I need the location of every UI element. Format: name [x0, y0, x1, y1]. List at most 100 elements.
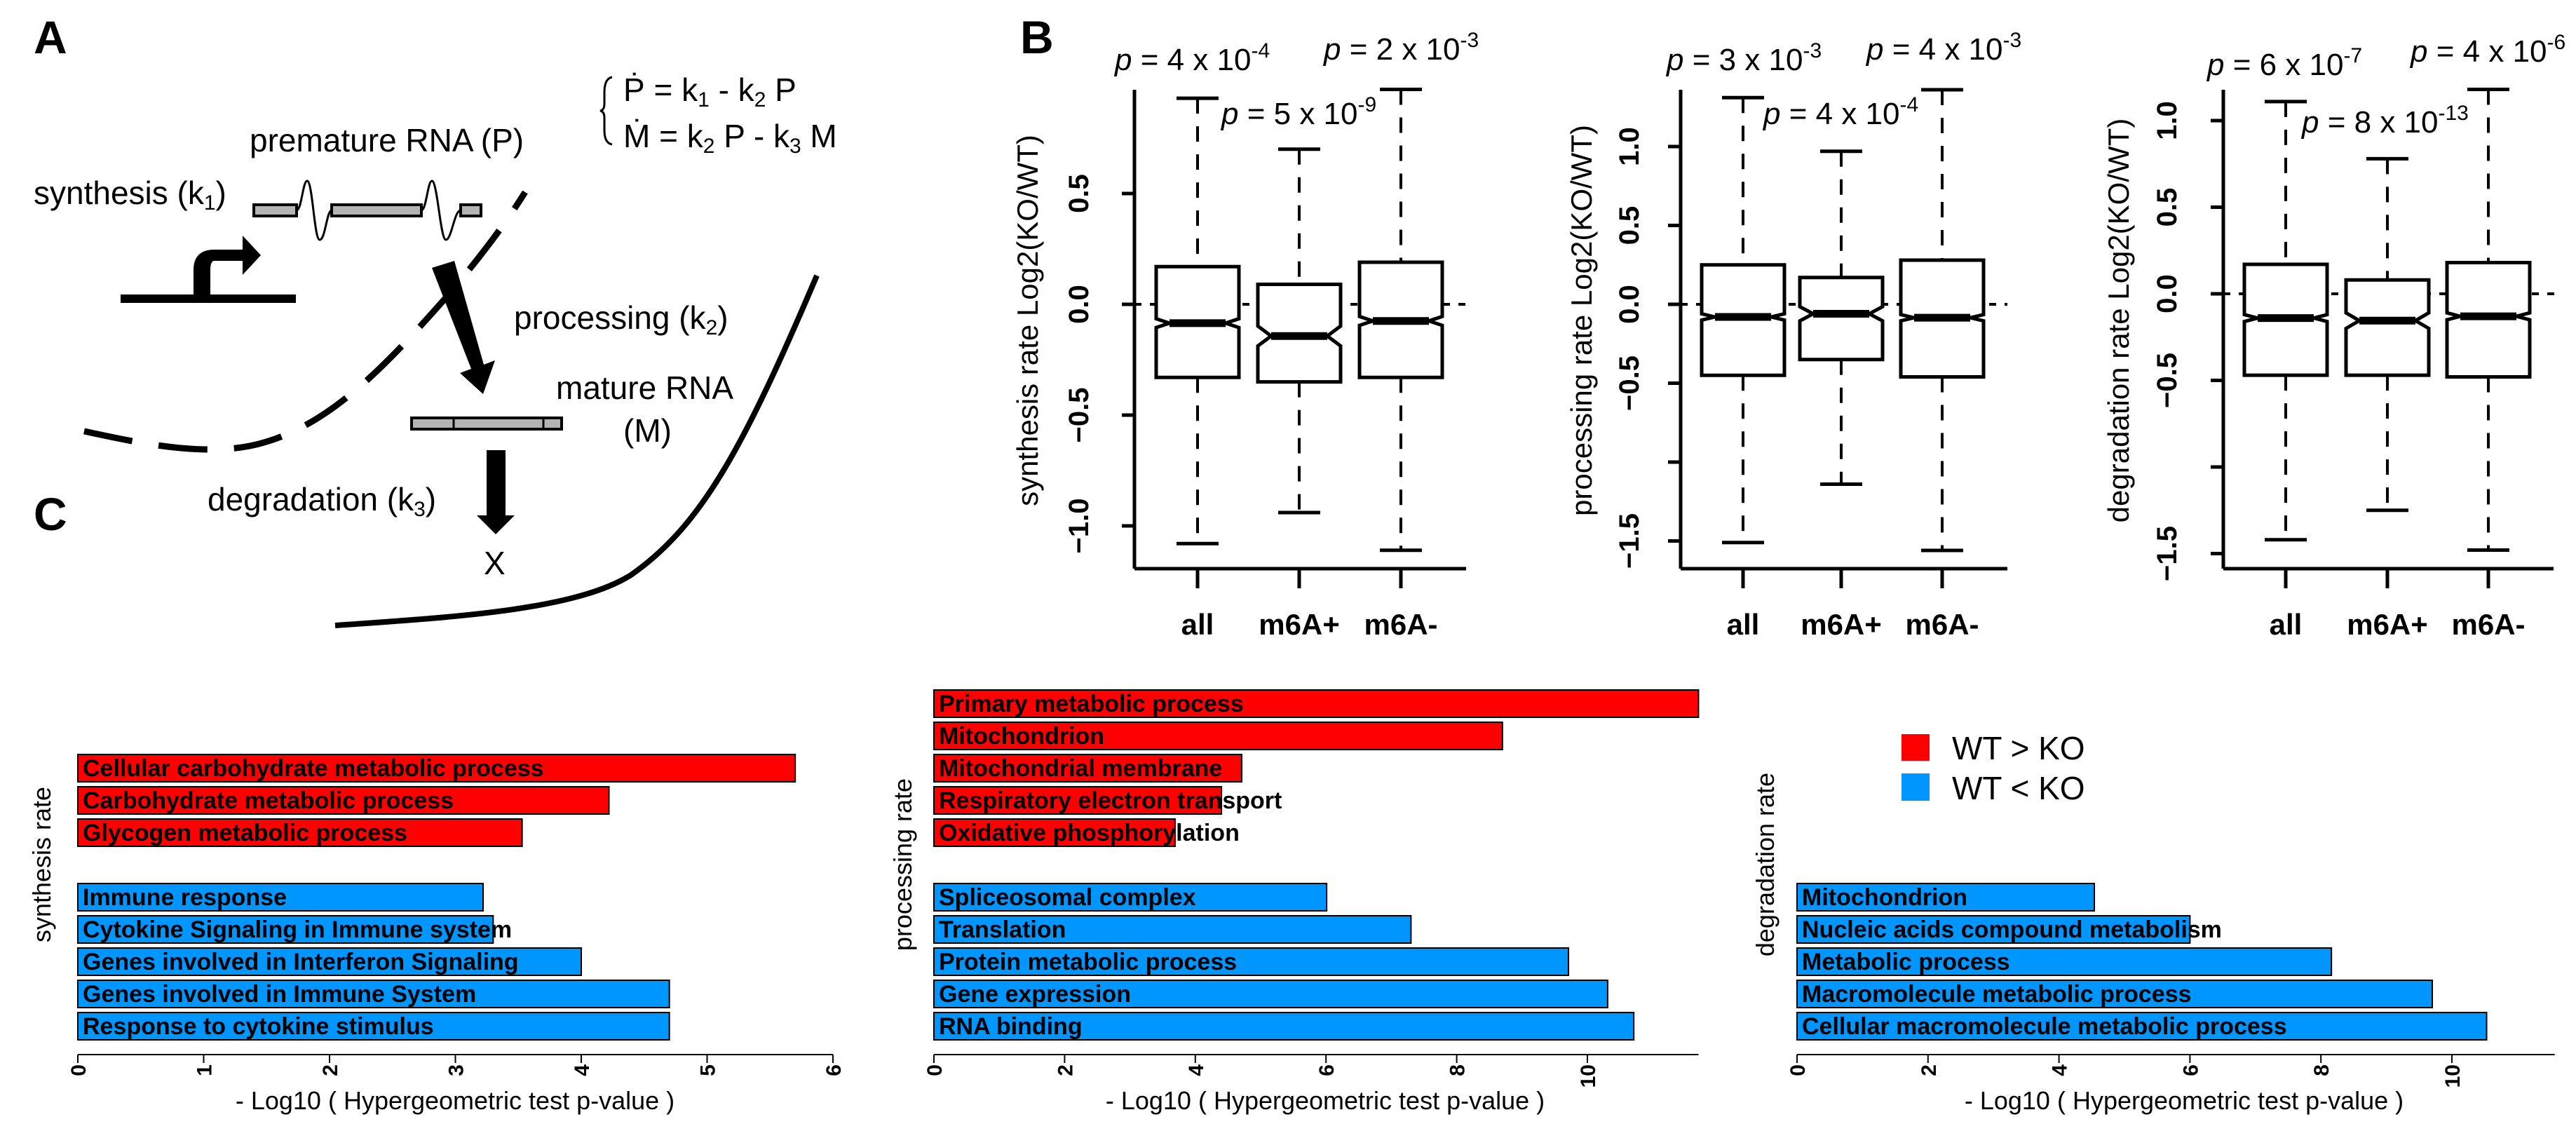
- x-tick-label: 4: [571, 1064, 594, 1076]
- p-symbol: p: [1665, 43, 1683, 77]
- bar-chart-degradation: Mitochondrion Nucleic acids compound meta…: [1751, 773, 2555, 1115]
- boxplot-degradation: −1.5 −0.5 0.0 0.5 1.0 degradation rate Log2(K…: [2102, 31, 2565, 641]
- bar-label: Genes involved in Interferon Signaling: [83, 949, 519, 975]
- p-symbol: p: [1113, 43, 1132, 77]
- bar-label: Nucleic acids compound metabolism: [1802, 916, 2222, 943]
- synthesis-label-text: synthesis (k: [34, 175, 205, 211]
- bar-down: [933, 915, 1412, 944]
- notched-box: [2344, 278, 2431, 377]
- bar-label: Metabolic process: [1802, 949, 2010, 975]
- y-tick-label: 1.0: [2152, 101, 2183, 140]
- y-tick-label: 1.0: [1614, 127, 1645, 166]
- bar-up: [77, 754, 796, 783]
- bar-up: [77, 818, 523, 847]
- x-tick-label: 0: [923, 1064, 947, 1076]
- p-value-label: p = 4 x 10-4: [1113, 39, 1270, 77]
- bar-down: [77, 947, 582, 976]
- category-label: m6A+: [1801, 608, 1882, 641]
- bar-down: [1796, 1012, 2488, 1041]
- box-m6A+: [1798, 149, 1885, 486]
- bar-down: [77, 915, 494, 944]
- bar-down: [933, 883, 1328, 912]
- x-tick-label: 0: [1787, 1064, 1810, 1076]
- bar-up: [933, 786, 1223, 815]
- y-axis-label: processing rate: [888, 778, 917, 951]
- p-symbol: p: [1322, 32, 1341, 67]
- degraded-x-mark: X: [484, 545, 506, 581]
- y-axis-label: degradation rate: [1751, 773, 1780, 956]
- degradation-label: degradation (k3): [208, 481, 436, 521]
- y-axis-label: synthesis rate Log2(KO/WT): [1011, 135, 1044, 506]
- box-m6A+: [1256, 147, 1343, 515]
- equation-premature: Ṗ = k1 - k2 P: [623, 72, 796, 111]
- processing-arrow-icon: [432, 261, 495, 394]
- legend-label-up: WT > KO: [1952, 730, 2085, 766]
- synthesis-label: synthesis (k1): [34, 175, 226, 215]
- x-tick-label: 5: [697, 1064, 720, 1076]
- panel-label-b: B: [1020, 11, 1054, 63]
- equation-mature: Ṁ = k2 P - k3 M: [623, 118, 837, 158]
- equation-part: P: [766, 72, 796, 108]
- x-tick-label: 3: [445, 1064, 468, 1076]
- equation-brace: [599, 76, 613, 146]
- bar-label: Primary metabolic process: [939, 691, 1244, 717]
- bar-chart-processing: Primary metabolic process Mitochondrion Mi…: [888, 689, 1700, 1115]
- equation-part: Ṗ = k: [623, 72, 698, 108]
- category-label: m6A+: [1259, 608, 1340, 641]
- y-tick-label: −1.5: [2152, 526, 2183, 581]
- p-value-label: p = 5 x 10-9: [1220, 93, 1376, 131]
- p-exponent: -4: [1252, 39, 1270, 62]
- bar-down: [1796, 883, 2096, 912]
- p-mantissa: = 6 x 10: [2224, 48, 2343, 82]
- p-mantissa: = 4 x 10: [1780, 97, 1899, 131]
- notched-box: [1798, 276, 1885, 362]
- p-value-label: p = 2 x 10-3: [1322, 29, 1479, 67]
- promoter-arrow-icon: [121, 236, 296, 303]
- y-tick-label: 0.0: [2152, 274, 2183, 313]
- p-value-label: p = 4 x 10-6: [2409, 31, 2565, 69]
- p-exponent: -6: [2547, 31, 2566, 54]
- p-symbol: p: [1865, 32, 1883, 67]
- p-mantissa: = 4 x 10: [1883, 32, 2002, 67]
- box-m6A-: [1357, 87, 1444, 553]
- bar-label: Mitochondrial membrane: [939, 755, 1222, 782]
- bar-down: [77, 1012, 670, 1041]
- x-tick-label: 6: [822, 1064, 846, 1076]
- x-tick-label: 6: [2179, 1064, 2202, 1076]
- equation-part: 2: [703, 135, 715, 158]
- x-tick-label: 8: [2310, 1064, 2333, 1076]
- panel-label-c: C: [34, 488, 67, 540]
- x-tick-label: 6: [1315, 1064, 1338, 1076]
- x-tick-label: 2: [1054, 1064, 1077, 1076]
- legend-swatch-up: [1902, 734, 1930, 761]
- bar-up: [933, 689, 1700, 718]
- equation-part: 3: [789, 135, 801, 158]
- category-label: m6A-: [1364, 608, 1437, 641]
- bar-up: [77, 786, 610, 815]
- p-symbol: p: [1220, 97, 1238, 131]
- equation-part: Ṁ = k: [623, 118, 704, 154]
- bar-down: [933, 947, 1569, 976]
- mature-rna-label: mature RNA: [556, 370, 733, 406]
- category-label: m6A-: [1905, 608, 1979, 641]
- category-label: m6A+: [2347, 608, 2428, 641]
- y-tick-label: −0.5: [2152, 353, 2183, 408]
- p-exponent: -9: [1358, 93, 1377, 116]
- y-axis-label: processing rate Log2(KO/WT): [1565, 125, 1598, 516]
- bar-label: Glycogen metabolic process: [83, 820, 407, 846]
- x-tick-label: 10: [2441, 1064, 2465, 1088]
- boxplot-processing: −1.5 −0.5 0.0 0.5 1.0 processing rate Log2(KO…: [1565, 29, 2021, 641]
- synthesis-label-sub: 1: [204, 191, 216, 215]
- x-tick-label: 8: [1446, 1064, 1470, 1076]
- y-tick-label: −0.5: [1614, 356, 1645, 411]
- processing-label-text: processing (k: [514, 299, 707, 336]
- box-m6A-: [1899, 88, 1986, 553]
- x-axis-label: - Log10 ( Hypergeometric test p-value ): [236, 1086, 674, 1115]
- box-m6A-: [2445, 88, 2532, 553]
- degradation-label-text: degradation (k: [208, 481, 414, 517]
- bar-label: Protein metabolic process: [939, 949, 1237, 975]
- y-tick-label: 0.5: [2152, 188, 2183, 227]
- processing-label: processing (k2): [514, 299, 728, 339]
- x-tick-label: 2: [1918, 1064, 1941, 1076]
- y-tick-label: 0.0: [1614, 285, 1645, 324]
